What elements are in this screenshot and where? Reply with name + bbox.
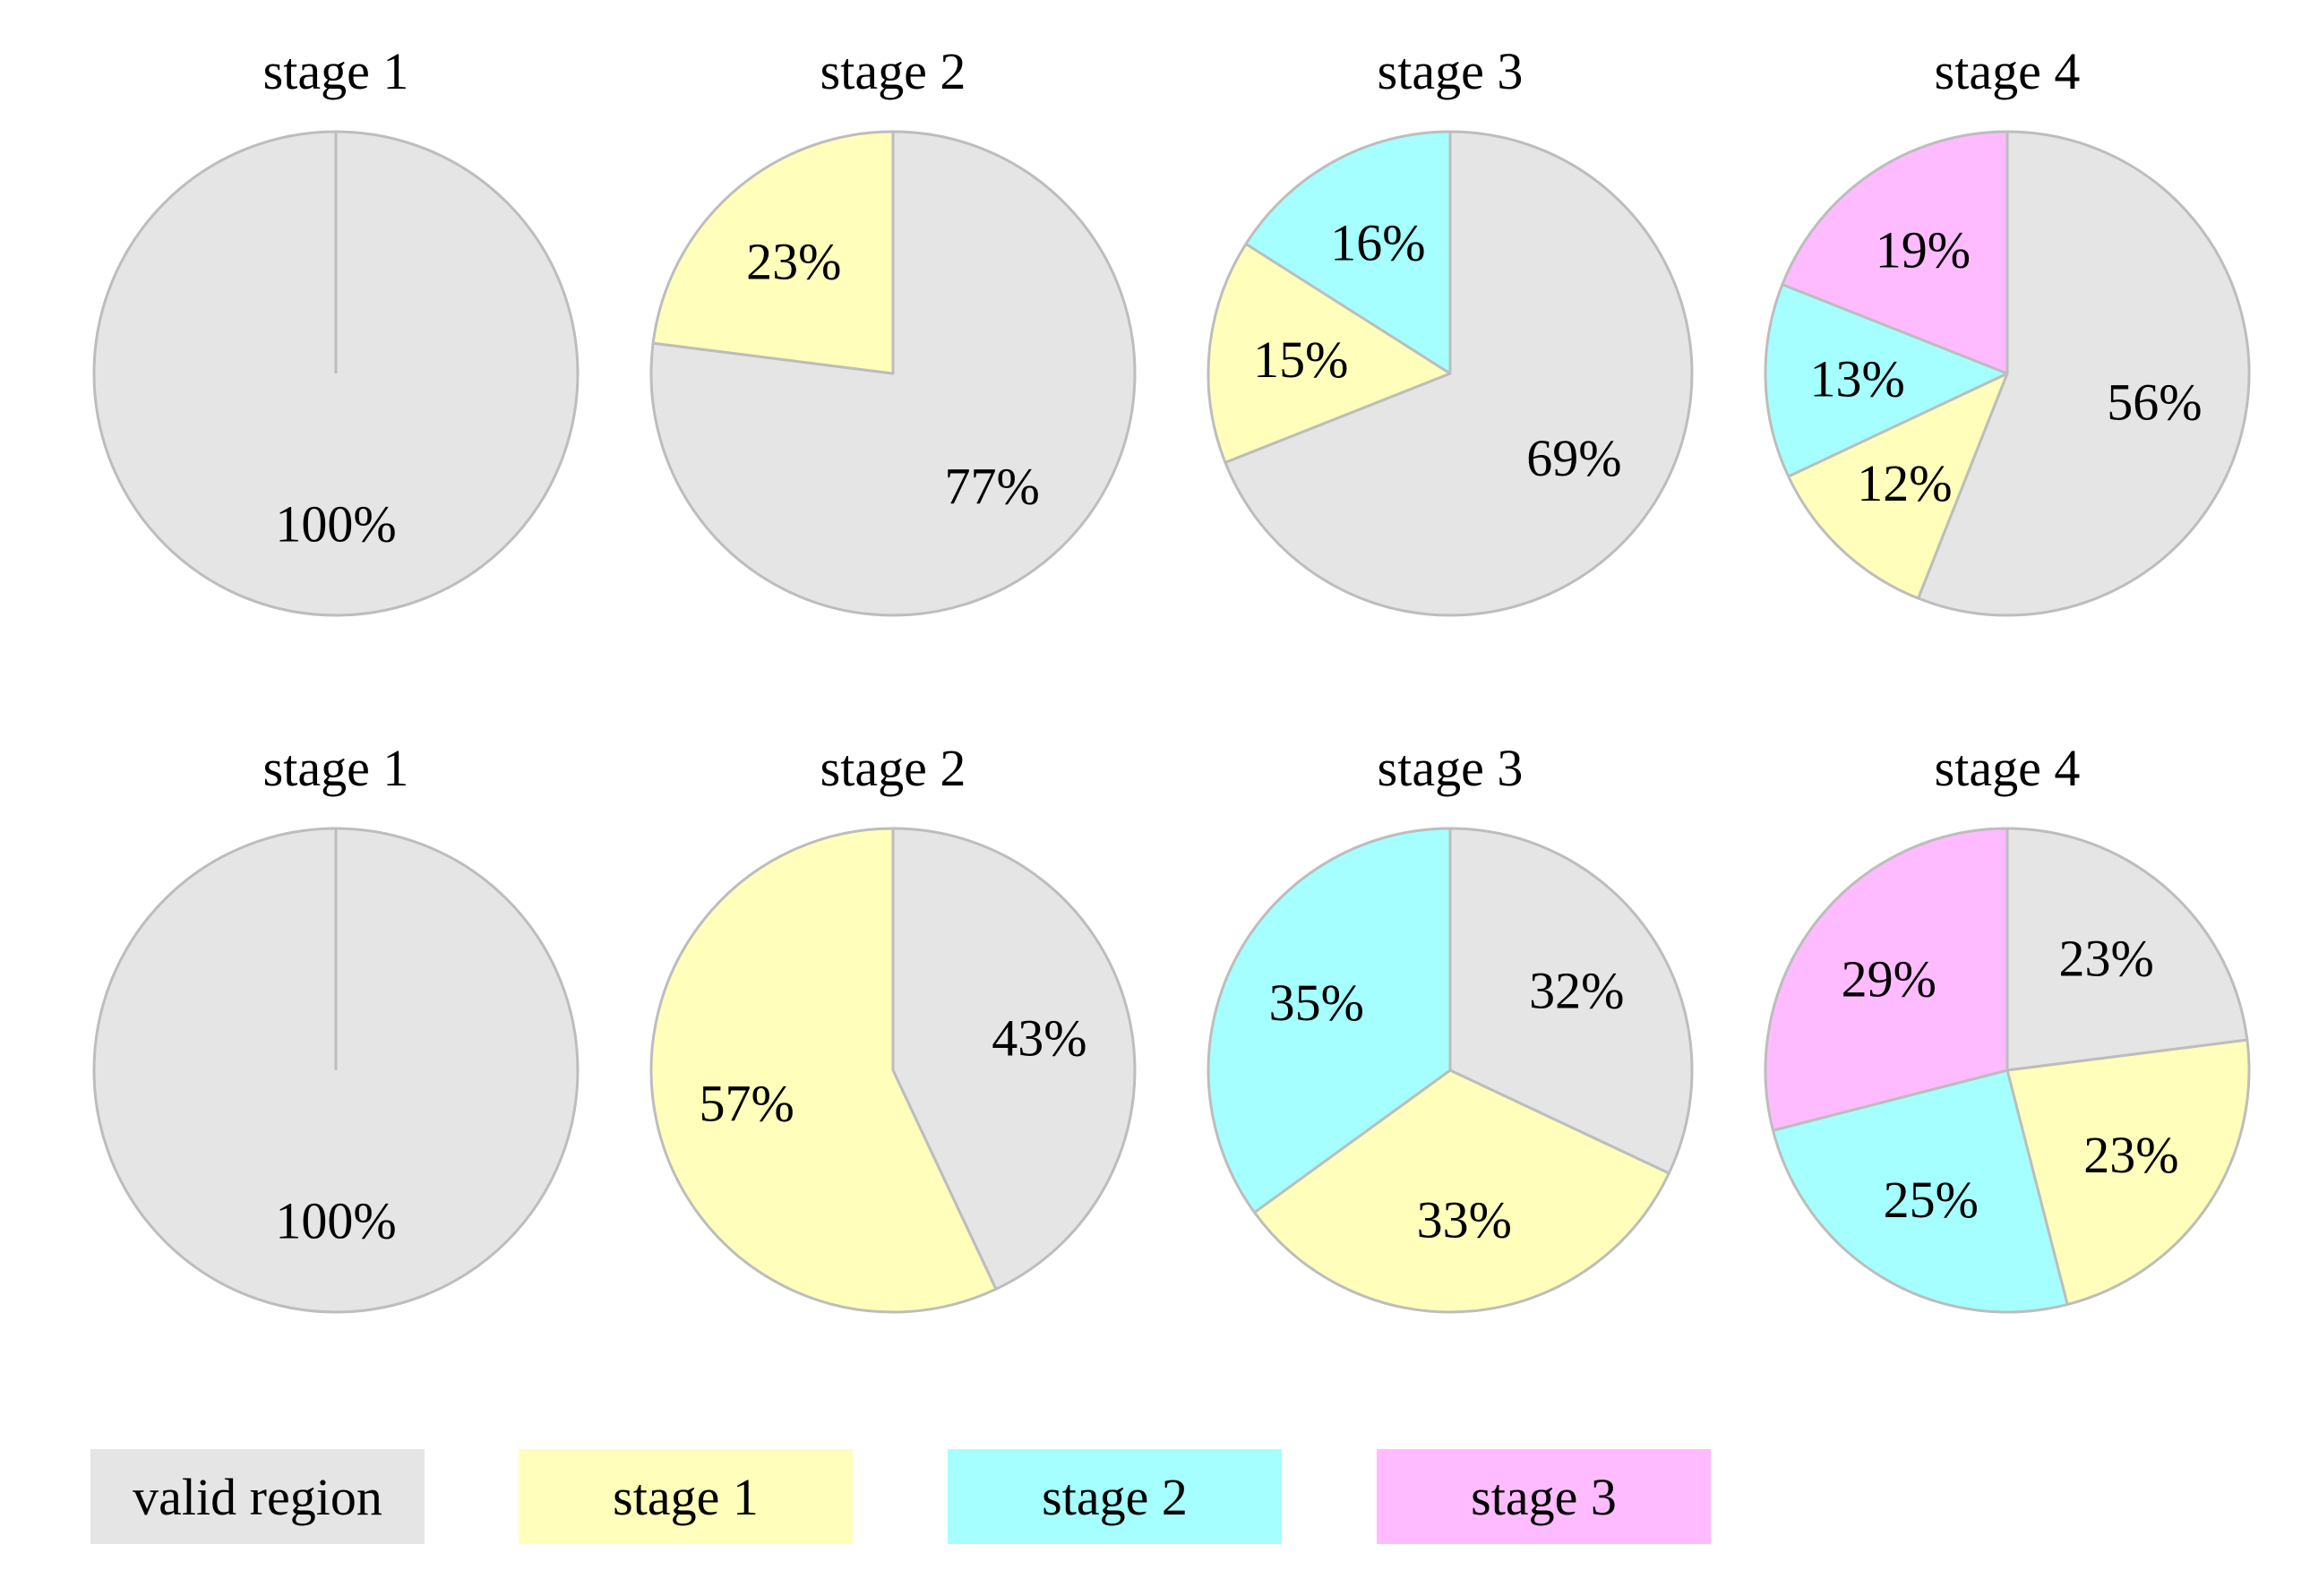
pie-slice-stage-1 bbox=[1253, 1068, 1670, 1314]
pie-8: stage 4 23% 23% 25% 29% bbox=[1764, 739, 2251, 1314]
pie-title: stage 3 bbox=[1378, 739, 1524, 797]
pie-6: stage 2 43% 57% bbox=[649, 739, 1137, 1314]
slice-label-stage-2: 13% bbox=[1810, 349, 1905, 408]
slice-label-valid-region: 43% bbox=[992, 1008, 1086, 1067]
pie-slice-valid-region bbox=[2005, 827, 2249, 1072]
pie-slice-stage-2 bbox=[1764, 283, 2009, 478]
slice-label-stage-1: 33% bbox=[1417, 1191, 1512, 1249]
pie-slice-valid-region bbox=[1448, 827, 1694, 1175]
legend-label: valid region bbox=[133, 1468, 382, 1526]
slice-label-stage-1: 15% bbox=[1253, 330, 1348, 389]
slice-label-stage-2: 25% bbox=[1884, 1171, 1979, 1229]
pie-slice-stage-2 bbox=[1244, 130, 1452, 375]
slice-label-valid-region: 56% bbox=[2107, 373, 2202, 431]
pie-title: stage 2 bbox=[820, 739, 966, 797]
pie-title: stage 1 bbox=[263, 42, 409, 100]
slice-label-valid-region: 32% bbox=[1529, 961, 1624, 1019]
legend-label: stage 2 bbox=[1042, 1468, 1188, 1526]
slice-label-stage-2: 35% bbox=[1269, 974, 1364, 1032]
slice-label-stage-1: 23% bbox=[2083, 1126, 2178, 1184]
legend-swatch bbox=[519, 1449, 853, 1544]
legend-item-valid-region: valid region bbox=[90, 1449, 425, 1544]
legend-swatch bbox=[1377, 1449, 1711, 1544]
legend-swatch bbox=[948, 1449, 1282, 1544]
pie-slice-valid-region bbox=[891, 827, 1137, 1291]
pie-5: stage 1 100% bbox=[92, 739, 580, 1314]
pie-title: stage 4 bbox=[1935, 739, 2081, 797]
pie-1: stage 1 100% bbox=[92, 42, 580, 617]
pie-title: stage 4 bbox=[1935, 42, 2081, 100]
legend-swatch bbox=[90, 1449, 425, 1544]
slice-label-stage-3: 29% bbox=[1842, 949, 1936, 1008]
slice-label-valid-region: 69% bbox=[1526, 429, 1621, 487]
legend: valid region stage 1 stage 2 stage 3 bbox=[90, 1449, 1711, 1544]
pie-slice-stage-1 bbox=[649, 827, 998, 1314]
legend-item-stage-3: stage 3 bbox=[1377, 1449, 1711, 1544]
slice-label-stage-1: 12% bbox=[1857, 454, 1952, 512]
pie-3: stage 3 69% 15% 16% bbox=[1207, 42, 1694, 617]
slice-label-stage-1: 57% bbox=[699, 1075, 794, 1133]
pie-slice-stage-2 bbox=[1771, 1068, 2069, 1314]
pie-title: stage 2 bbox=[820, 42, 966, 100]
slice-label-stage-3: 19% bbox=[1876, 221, 1971, 279]
pie-slice-stage-3 bbox=[1764, 827, 2009, 1132]
legend-item-stage-2: stage 2 bbox=[948, 1449, 1282, 1544]
pie-slice-valid-region bbox=[1224, 130, 1694, 617]
slice-label-valid-region: 77% bbox=[945, 458, 1040, 516]
legend-label: stage 3 bbox=[1471, 1468, 1617, 1526]
pie-slice-stage-3 bbox=[1781, 130, 2009, 375]
slice-label-stage-2: 16% bbox=[1330, 213, 1425, 271]
pie-slice-valid-region bbox=[1917, 130, 2251, 617]
legend-item-stage-1: stage 1 bbox=[519, 1449, 853, 1544]
slice-label-valid-region: 100% bbox=[275, 494, 396, 553]
pie-slice-stage-1 bbox=[1787, 372, 2009, 600]
legend-label: stage 1 bbox=[613, 1468, 759, 1526]
pie-slice-stage-1 bbox=[651, 130, 895, 375]
slice-label-valid-region: 23% bbox=[2059, 929, 2154, 987]
pie-title: stage 3 bbox=[1378, 42, 1524, 100]
pie-7: stage 3 32% 33% 35% bbox=[1207, 739, 1694, 1314]
pie-slice-stage-1 bbox=[1207, 242, 1452, 464]
slice-label-valid-region: 100% bbox=[275, 1191, 396, 1249]
pie-4: stage 4 56% 12% 13% 19% bbox=[1764, 42, 2251, 617]
pie-title: stage 1 bbox=[263, 739, 409, 797]
pie-2: stage 2 77% 23% bbox=[649, 42, 1137, 617]
slice-label-stage-1: 23% bbox=[746, 232, 841, 290]
pie-slice-stage-2 bbox=[1207, 827, 1452, 1214]
pie-slice-stage-1 bbox=[2005, 1038, 2251, 1307]
